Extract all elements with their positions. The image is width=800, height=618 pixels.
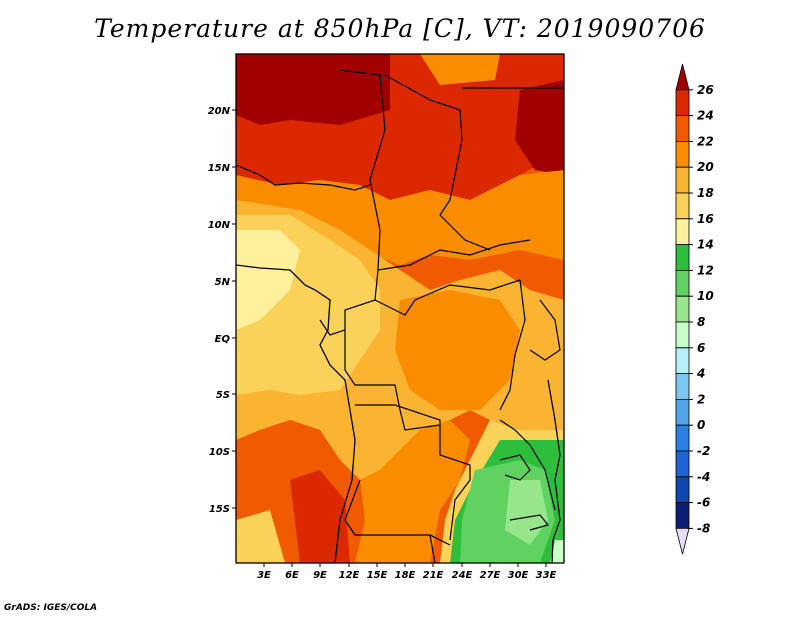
field-southeast-8 [505,480,548,545]
lon-tick-label: 9E [313,570,327,581]
lon-tick-label: 21E [423,570,444,581]
colorbar-label: -8 [697,521,710,535]
lat-tick-label: 5N [215,277,231,288]
field-band-20 [236,170,564,265]
lat-tick-label: 10S [209,447,230,458]
lon-labels: 3E 6E 9E 12E 15E 18E 21E 24E 27E 30E 33E [257,570,556,581]
field-southeast-6 [550,540,564,563]
lon-tick-label: 27E [480,570,501,581]
colorbar-segment [675,476,690,503]
colorbar-segment [675,218,690,245]
lat-tick-label: 5S [216,390,230,401]
border-line [344,330,401,411]
colorbar-segment [675,373,690,400]
border-line [377,239,531,271]
coastline-east [547,379,561,563]
colorbar-label: 0 [697,418,705,432]
colorbar-label: -2 [697,444,710,458]
colorbar-label: 12 [697,263,714,277]
field-core-26-west [236,54,390,125]
lon-tick-label: 6E [285,570,299,581]
colorbar-segment [675,450,690,478]
colorbar-segment [675,502,690,529]
border-line [399,409,441,431]
colorbar-segment [675,424,690,452]
lon-tick-label: 18E [395,570,416,581]
colorbar-segment [675,115,690,142]
grads-credit: GrADS: IGES/COLA [4,603,98,613]
colorbar-segment [675,166,690,194]
map-frame [235,53,565,564]
lat-labels: 20N 15N 10N 5N EQ 5S 10S 15S [208,106,231,515]
lon-tick-label: 30E [508,570,529,581]
field-interior-20 [395,290,520,410]
colorbar-label: 16 [697,212,714,226]
field-core-26-east [515,80,564,175]
border-line [429,534,436,563]
colorbar-label: 20 [697,160,714,174]
field-band-14 [236,230,300,330]
field-southwest-24 [290,470,350,563]
border-line [374,204,381,301]
border-line [236,164,371,191]
colorbar-segment [675,399,690,426]
border-line [529,299,561,361]
border-line [344,479,451,546]
colorbar-segment [675,244,690,271]
colorbar-label: 10 [697,289,714,303]
colorbar-segment [675,63,690,91]
lon-tick-label: 33E [536,570,557,581]
coastline [236,264,356,563]
lat-tick-label: 15N [208,163,231,174]
lat-tick-label: 15S [209,504,230,515]
border-line [499,279,526,411]
border-line [439,214,491,251]
temperature-field [236,54,564,563]
colorbar-label: 14 [697,238,714,252]
border-line [355,404,471,480]
lake-outline [509,514,550,531]
colorbar-label: -4 [697,470,710,484]
colorbar-label: 8 [697,315,705,329]
border-line [374,279,521,316]
colorbar-segment [675,347,690,374]
lon-tick-label: 12E [339,570,360,581]
border-line [339,69,386,206]
colorbar-label: 6 [697,341,705,355]
field-warm-north [420,54,500,85]
lon-tick-label: 3E [257,570,271,581]
lon-tick-label: 24E [452,570,473,581]
colorbar-segment [675,141,690,168]
lat-tick-label: 10N [208,220,231,231]
colorbar-segment [675,321,690,349]
border-line [449,479,471,541]
colorbar-segment [675,192,690,220]
border-line [384,74,463,216]
colorbar-label: 26 [697,83,714,97]
colorbar-segment [675,295,690,323]
lon-tick-label: 15E [367,570,388,581]
lake-outline [499,454,531,481]
colorbar-segment [675,270,690,297]
field-southwest-16 [236,510,285,563]
colorbar-segment [675,528,690,555]
colorbar-label: 22 [697,134,714,148]
lat-tick-label: 20N [208,106,231,117]
colorbar-label: 18 [697,186,714,200]
map-title: Temperature at 850hPa [C], VT: 201909070… [94,14,706,43]
colorbar-label: -6 [697,496,710,510]
colorbar-segment [675,89,690,116]
axis-ticks [232,109,547,567]
colorbar-label: 4 [696,367,705,381]
colorbar-label: 2 [697,392,705,406]
lat-tick-label: EQ [215,334,231,345]
country-borders [236,69,564,563]
border-line [499,419,556,511]
colorbar-label: 24 [697,109,714,123]
